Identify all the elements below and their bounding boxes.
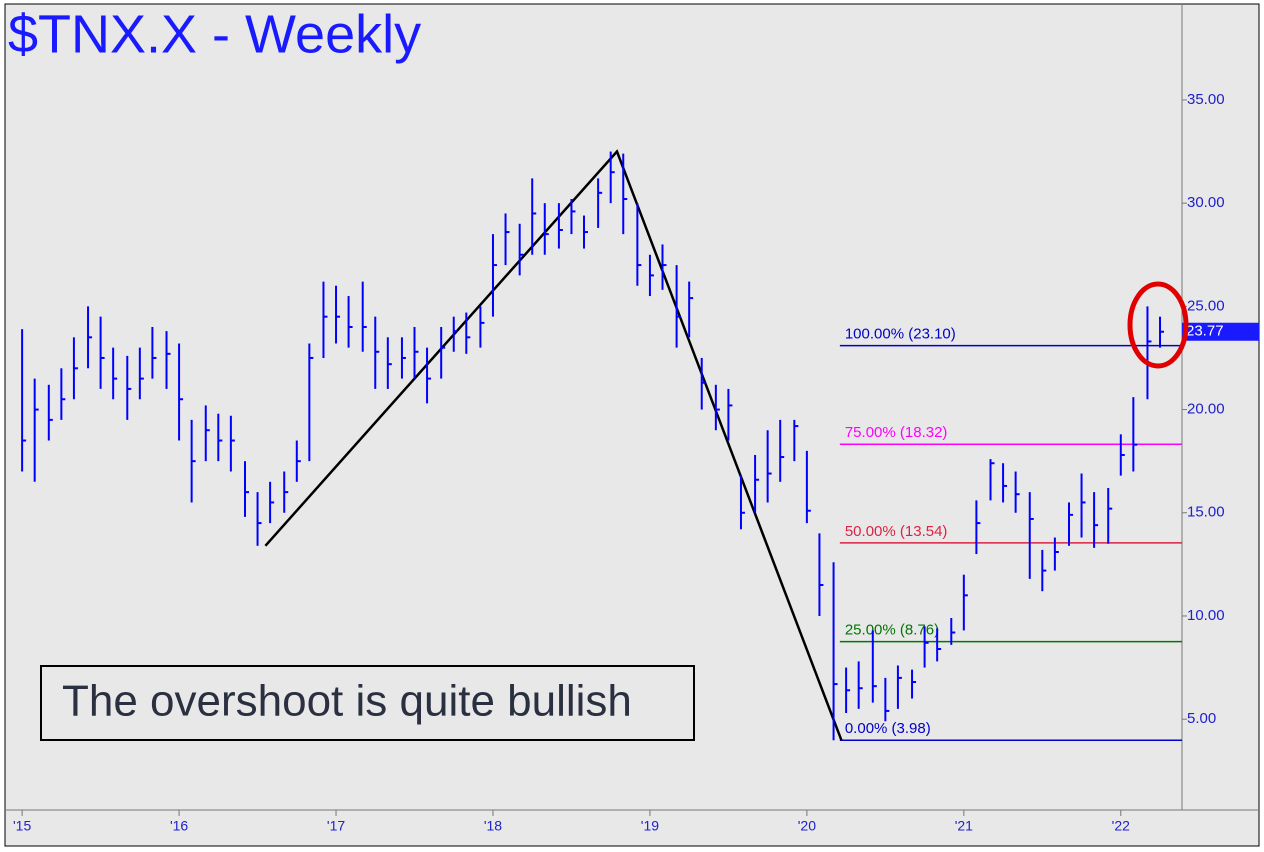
- fib-label: 25.00% (8.76): [845, 622, 939, 639]
- x-tick-label: '21: [955, 818, 973, 834]
- highlight-circle: [1127, 281, 1189, 369]
- y-tick-label: 10.00: [1187, 607, 1225, 624]
- y-tick-label: 5.00: [1187, 710, 1216, 727]
- x-tick-label: '20: [798, 818, 816, 834]
- y-tick-label: 15.00: [1187, 504, 1225, 521]
- last-value-label: 23.77: [1186, 323, 1224, 340]
- x-tick-label: '22: [1112, 818, 1130, 834]
- x-tick-label: '19: [641, 818, 659, 834]
- chart-title: $TNX.X - Weekly: [8, 4, 421, 64]
- x-tick-label: '17: [327, 818, 345, 834]
- y-tick-label: 25.00: [1187, 297, 1225, 314]
- fib-label: 50.00% (13.54): [845, 523, 948, 540]
- y-tick-label: 30.00: [1187, 194, 1225, 211]
- x-tick-label: '15: [13, 818, 31, 834]
- y-tick-label: 20.00: [1187, 401, 1225, 418]
- annotation-box: [40, 665, 695, 741]
- fib-label: 100.00% (23.10): [845, 326, 956, 343]
- annotation: The overshoot is quite bullish: [62, 677, 632, 726]
- fib-label: 75.00% (18.32): [845, 424, 948, 441]
- fib-label: 0.00% (3.98): [845, 720, 931, 737]
- y-tick-label: 35.00: [1187, 91, 1225, 108]
- x-tick-label: '16: [170, 818, 188, 834]
- x-tick-label: '18: [484, 818, 502, 834]
- last-value-box: [1182, 322, 1259, 341]
- trend-line: [264, 149, 843, 741]
- plot: 5.00 10.00 15.00 20.00 25.00 30.00 35.00 '15 '16…: [13, 91, 1259, 834]
